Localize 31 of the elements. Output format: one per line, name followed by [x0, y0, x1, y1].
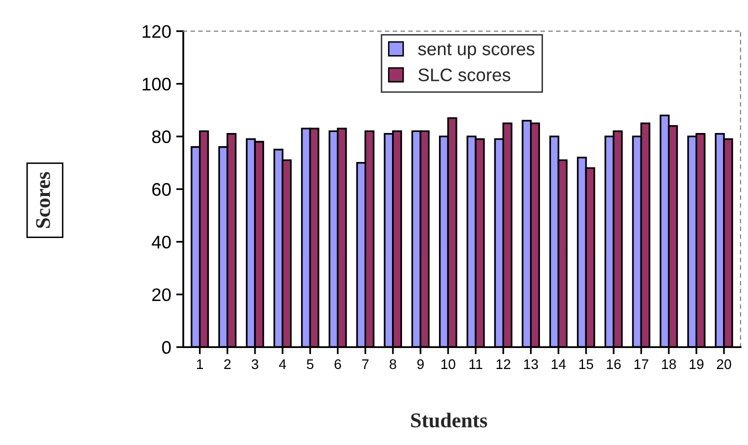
y-tick-label: 100: [142, 78, 171, 91]
x-tick-label: 14: [552, 359, 566, 369]
y-tick-label: 80: [152, 130, 171, 144]
x-tick-label: 3: [252, 359, 258, 370]
x-tick-label: 5: [306, 359, 314, 370]
x-tick-label: 11: [470, 359, 482, 369]
legend-label: sent up scores: [418, 43, 534, 59]
x-tick-label: 18: [662, 359, 676, 370]
y-axis-title: Scores: [36, 172, 50, 228]
x-tick-label: 10: [441, 359, 456, 370]
legend-label: SLC scores: [418, 68, 510, 82]
x-tick-label: 7: [362, 359, 368, 369]
x-tick-label: 6: [334, 359, 341, 370]
y-tick-label: 120: [142, 25, 171, 38]
y-tick-label: 40: [152, 236, 171, 249]
x-tick-label: 13: [524, 359, 538, 370]
y-tick-label: 0: [162, 341, 171, 354]
x-axis-title: Students: [411, 412, 488, 428]
x-tick-label: 9: [417, 359, 424, 370]
x-tick-label: 12: [496, 359, 510, 369]
x-tick-label: 15: [579, 359, 594, 370]
y-tick-label: 20: [152, 288, 171, 302]
x-tick-label: 4: [279, 359, 286, 369]
x-tick-label: 20: [716, 359, 732, 370]
x-tick-label: 17: [634, 359, 648, 369]
x-tick-label: 19: [690, 359, 704, 370]
x-tick-label: 8: [390, 359, 396, 370]
x-tick-label: 16: [606, 359, 621, 370]
x-tick-label: 2: [224, 359, 231, 369]
y-tick-label: 60: [152, 183, 171, 196]
x-tick-label: 1: [197, 359, 203, 369]
